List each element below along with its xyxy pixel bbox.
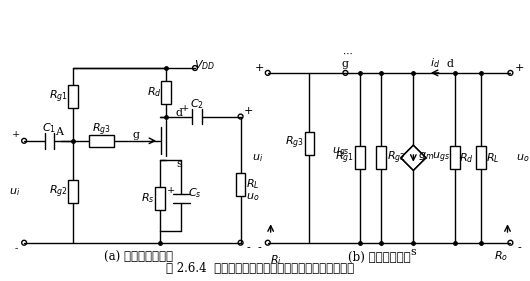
Text: $u_o$: $u_o$ bbox=[516, 152, 530, 164]
Bar bbox=[355, 146, 365, 169]
Text: $\cdots$: $\cdots$ bbox=[342, 49, 352, 58]
Text: $R_L$: $R_L$ bbox=[246, 178, 260, 191]
Text: +: + bbox=[166, 186, 175, 195]
Bar bbox=[161, 81, 171, 104]
Text: $u_{gs}$: $u_{gs}$ bbox=[332, 146, 349, 160]
Bar bbox=[376, 146, 386, 169]
Text: $R_{g2}$: $R_{g2}$ bbox=[49, 183, 67, 200]
Text: d: d bbox=[176, 108, 183, 118]
Text: -: - bbox=[517, 243, 521, 253]
Text: $u_i$: $u_i$ bbox=[252, 152, 263, 164]
Text: -: - bbox=[257, 243, 261, 253]
Text: $R_{g3}$: $R_{g3}$ bbox=[92, 122, 111, 138]
Text: $i_d$: $i_d$ bbox=[430, 56, 440, 70]
Text: A: A bbox=[55, 127, 63, 137]
Text: $R_{g2}$: $R_{g2}$ bbox=[387, 149, 407, 166]
Text: $C_s$: $C_s$ bbox=[188, 186, 202, 200]
Bar bbox=[68, 180, 77, 203]
Text: (b) 微变等效电路: (b) 微变等效电路 bbox=[348, 251, 411, 264]
Text: -: - bbox=[246, 244, 250, 253]
Text: $u_o$: $u_o$ bbox=[246, 191, 260, 203]
Text: $R_{g1}$: $R_{g1}$ bbox=[49, 89, 67, 105]
Text: $C_1$: $C_1$ bbox=[42, 121, 56, 135]
Polygon shape bbox=[401, 145, 426, 170]
Text: s: s bbox=[410, 248, 416, 257]
Text: g: g bbox=[132, 130, 139, 140]
Text: +: + bbox=[12, 130, 21, 139]
Text: $u_i$: $u_i$ bbox=[9, 186, 20, 198]
Text: $V_{DD}$: $V_{DD}$ bbox=[194, 58, 215, 72]
Text: $C_2$: $C_2$ bbox=[190, 97, 204, 111]
Bar bbox=[476, 146, 486, 169]
Text: +: + bbox=[254, 63, 264, 73]
Bar bbox=[89, 135, 114, 147]
Text: d: d bbox=[447, 59, 454, 69]
Text: $R_i$: $R_i$ bbox=[270, 253, 281, 267]
Bar bbox=[305, 132, 314, 155]
Text: $R_{g1}$: $R_{g1}$ bbox=[335, 149, 354, 166]
Text: (a) 分压式偏置电路: (a) 分压式偏置电路 bbox=[104, 251, 173, 264]
Bar bbox=[236, 173, 245, 196]
Text: +: + bbox=[244, 106, 253, 116]
Text: $R_d$: $R_d$ bbox=[147, 85, 162, 99]
Text: $R_d$: $R_d$ bbox=[460, 151, 474, 165]
Text: -: - bbox=[15, 244, 18, 253]
Text: $R_L$: $R_L$ bbox=[486, 151, 500, 165]
Text: +: + bbox=[515, 63, 524, 73]
Text: +: + bbox=[181, 104, 189, 113]
Text: $g_m u_{gs}$: $g_m u_{gs}$ bbox=[418, 151, 451, 165]
Text: s: s bbox=[176, 159, 182, 169]
Text: $R_{g3}$: $R_{g3}$ bbox=[285, 135, 304, 151]
Text: $R_o$: $R_o$ bbox=[493, 250, 508, 263]
Text: g: g bbox=[342, 59, 349, 69]
Text: 图 2.6.4  分压式偏压共源极放大电路及其微变等效电路: 图 2.6.4 分压式偏压共源极放大电路及其微变等效电路 bbox=[166, 262, 354, 275]
Bar bbox=[155, 187, 165, 210]
Text: $R_s$: $R_s$ bbox=[140, 192, 154, 205]
Bar bbox=[450, 146, 460, 169]
Bar bbox=[68, 85, 77, 108]
